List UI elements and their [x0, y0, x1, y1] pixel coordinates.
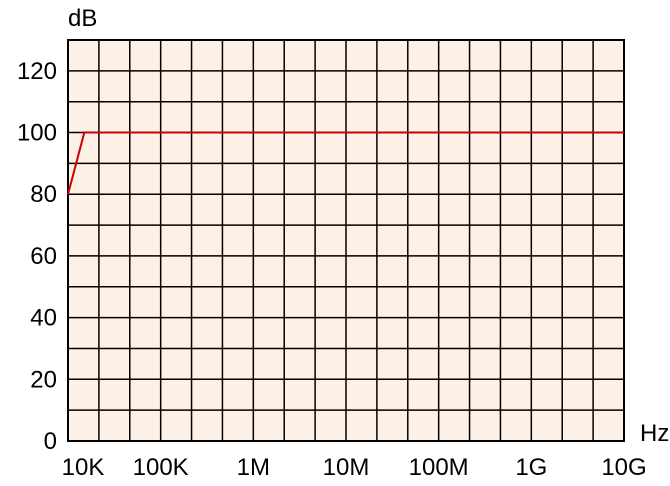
- series-layer: [67, 131, 624, 195]
- x-tick-label: 10K: [62, 454, 105, 481]
- y-tick-label: 80: [30, 181, 57, 208]
- x-axis-label: Hz: [640, 420, 669, 447]
- plot-frame: [67, 39, 625, 442]
- y-tick-label: 0: [44, 428, 57, 455]
- x-tick-label: 1G: [515, 454, 547, 481]
- x-tick-label: 1M: [237, 454, 270, 481]
- x-tick-label: 10G: [601, 454, 646, 481]
- grid: [68, 40, 624, 441]
- x-tick-label: 100M: [409, 454, 469, 481]
- y-tick-label: 100: [17, 120, 57, 147]
- y-tick-labels: 0 20 40 60 80 100 120: [17, 58, 57, 455]
- y-tick-label: 60: [30, 243, 57, 270]
- x-tick-label: 10M: [323, 454, 370, 481]
- series-line: [67, 131, 624, 195]
- y-axis-label: dB: [68, 5, 97, 32]
- y-tick-label: 40: [30, 305, 57, 332]
- y-tick-label: 120: [17, 58, 57, 85]
- x-tick-labels: 10K 100K 1M 10M 100M 1G 10G: [62, 454, 647, 481]
- x-tick-label: 100K: [133, 454, 189, 481]
- y-tick-label: 20: [30, 366, 57, 393]
